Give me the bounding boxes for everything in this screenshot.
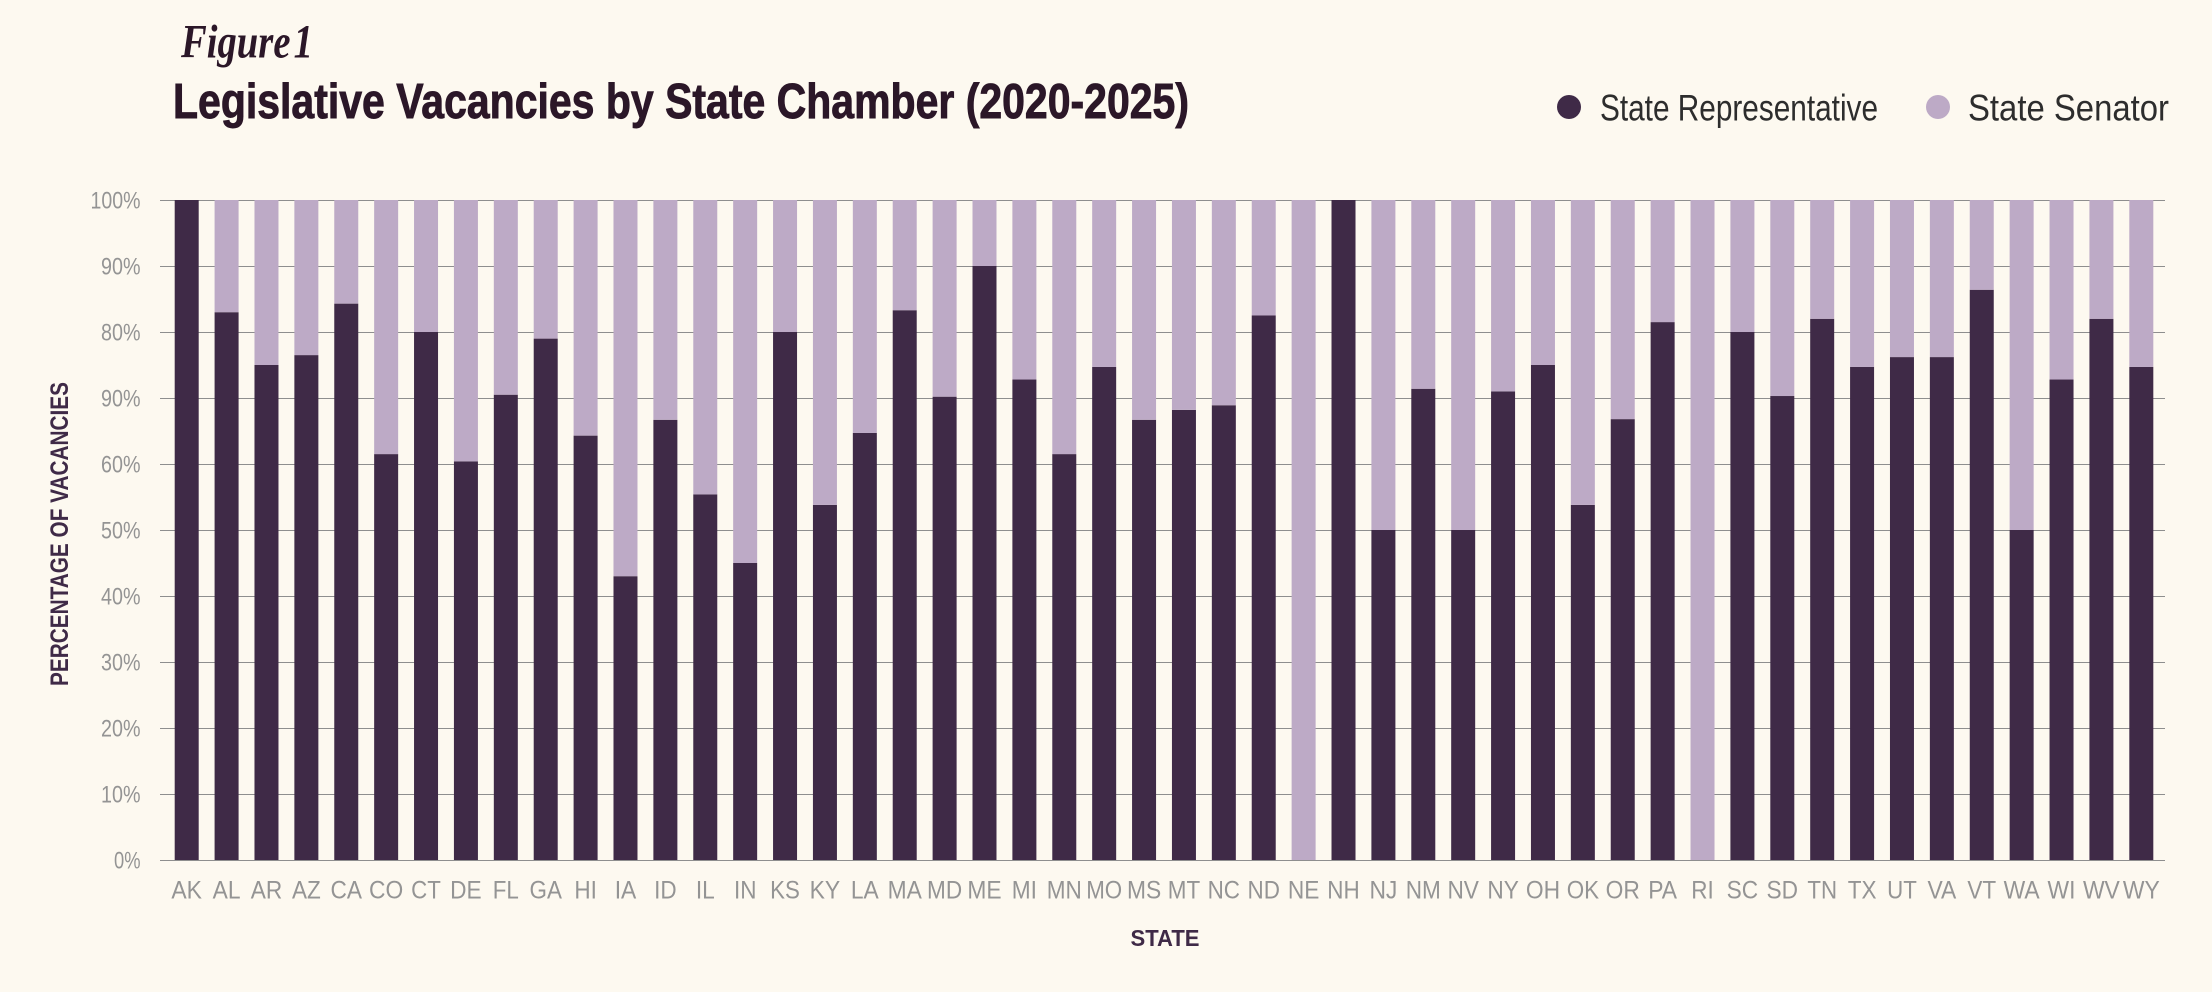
svg-text:ME: ME <box>967 877 1001 905</box>
svg-text:PA: PA <box>1648 877 1677 905</box>
svg-text:ND: ND <box>1248 877 1280 905</box>
svg-text:CO: CO <box>369 877 403 905</box>
svg-text:VT: VT <box>1967 877 1996 905</box>
svg-text:WY: WY <box>2123 877 2160 905</box>
svg-text:NE: NE <box>1288 877 1320 905</box>
svg-text:50%: 50% <box>101 518 141 545</box>
svg-text:MA: MA <box>888 877 922 905</box>
svg-text:STATE: STATE <box>1131 925 1200 951</box>
svg-text:AK: AK <box>171 877 202 905</box>
svg-text:PERCENTAGE OF VACANCIES: PERCENTAGE OF VACANCIES <box>46 382 74 686</box>
svg-text:NY: NY <box>1487 877 1519 905</box>
svg-text:90%: 90% <box>101 254 141 281</box>
svg-text:Legislative Vacancies by State: Legislative Vacancies by State Chamber (… <box>173 75 1189 129</box>
svg-text:IA: IA <box>615 877 637 905</box>
svg-text:MT: MT <box>1168 877 1200 905</box>
svg-text:ID: ID <box>654 877 677 905</box>
svg-text:UT: UT <box>1887 877 1917 905</box>
svg-text:WV: WV <box>2083 877 2120 905</box>
svg-text:IN: IN <box>734 877 757 905</box>
svg-text:MI: MI <box>1012 877 1037 905</box>
svg-text:40%: 40% <box>101 584 141 611</box>
svg-text:80%: 80% <box>101 320 141 347</box>
svg-text:DE: DE <box>450 877 482 905</box>
svg-text:MD: MD <box>927 877 962 905</box>
svg-text:OK: OK <box>1567 877 1600 905</box>
svg-text:OH: OH <box>1526 877 1560 905</box>
svg-text:NJ: NJ <box>1369 877 1397 905</box>
svg-text:KS: KS <box>770 877 800 905</box>
svg-text:HI: HI <box>574 877 597 905</box>
svg-text:MO: MO <box>1086 877 1122 905</box>
svg-text:MN: MN <box>1047 877 1082 905</box>
svg-text:TX: TX <box>1848 877 1877 905</box>
svg-text:VA: VA <box>1928 877 1957 905</box>
svg-text:100%: 100% <box>91 188 141 215</box>
svg-text:NV: NV <box>1447 877 1479 905</box>
svg-text:CA: CA <box>331 877 363 905</box>
svg-text:60%: 60% <box>101 452 141 479</box>
svg-text:TN: TN <box>1807 877 1837 905</box>
svg-text:KY: KY <box>810 877 841 905</box>
svg-text:NH: NH <box>1327 877 1359 905</box>
svg-text:AR: AR <box>251 877 283 905</box>
svg-text:AL: AL <box>213 877 241 905</box>
svg-text:RI: RI <box>1691 877 1714 905</box>
svg-text:30%: 30% <box>101 650 141 677</box>
svg-text:Figure 1: Figure 1 <box>180 16 313 69</box>
svg-text:WI: WI <box>2048 877 2076 905</box>
svg-text:NM: NM <box>1406 877 1441 905</box>
svg-text:SC: SC <box>1727 877 1759 905</box>
svg-text:GA: GA <box>530 877 563 905</box>
svg-text:WA: WA <box>2004 877 2040 905</box>
svg-text:AZ: AZ <box>292 877 321 905</box>
svg-text:State Senator: State Senator <box>1968 88 2169 129</box>
svg-text:20%: 20% <box>101 716 141 743</box>
svg-text:State Representative: State Representative <box>1600 88 1878 129</box>
svg-text:CT: CT <box>411 877 441 905</box>
svg-text:LA: LA <box>851 877 879 905</box>
svg-text:90%: 90% <box>101 386 141 413</box>
svg-text:MS: MS <box>1127 877 1161 905</box>
svg-text:FL: FL <box>493 877 519 905</box>
svg-text:NC: NC <box>1208 877 1240 905</box>
svg-text:0%: 0% <box>114 848 141 875</box>
svg-text:SD: SD <box>1767 877 1799 905</box>
svg-text:IL: IL <box>696 877 715 905</box>
svg-text:10%: 10% <box>101 782 141 809</box>
svg-text:OR: OR <box>1606 877 1640 905</box>
